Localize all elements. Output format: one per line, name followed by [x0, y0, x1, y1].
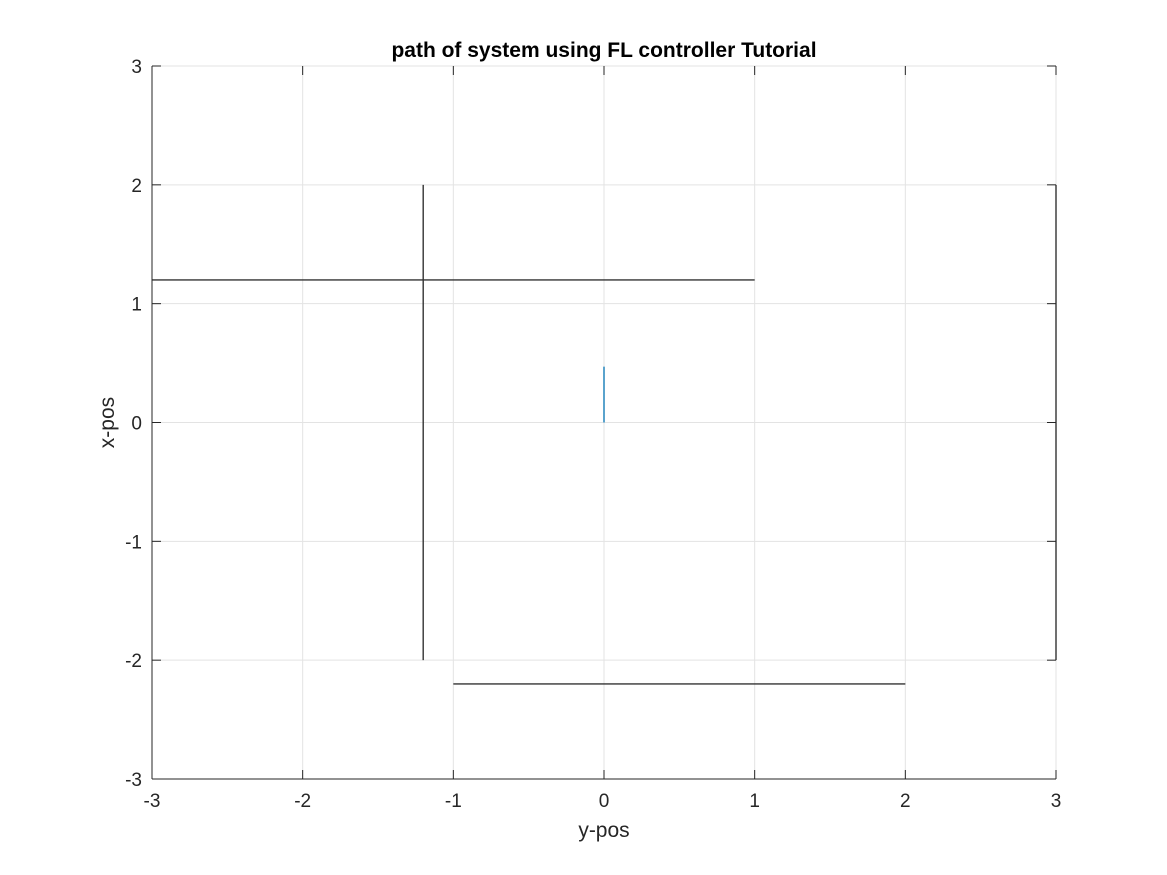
x-tick-label: 1	[749, 791, 760, 812]
x-tick-label: 2	[900, 791, 911, 812]
y-tick-label: -1	[125, 532, 142, 553]
y-tick-label: -3	[125, 770, 142, 791]
y-axis-label: x-pos	[96, 397, 119, 448]
y-tick-label: 2	[131, 176, 142, 197]
x-axis-label: y-pos	[578, 819, 629, 842]
plot-area: -3 -2 -1 0 1 2 3 -3 -2 -1 0 1 2 3	[125, 57, 1061, 812]
chart-title: path of system using FL controller Tutor…	[391, 39, 816, 62]
tick-marks	[151, 65, 1057, 780]
x-tick-label: -2	[294, 791, 311, 812]
x-tick-labels: -3 -2 -1 0 1 2 3	[144, 791, 1062, 812]
y-tick-label: 0	[131, 414, 142, 435]
y-tick-labels: -3 -2 -1 0 1 2 3	[125, 57, 142, 791]
y-tick-label: 1	[131, 295, 142, 316]
x-tick-label: 3	[1051, 791, 1062, 812]
x-tick-label: -3	[144, 791, 161, 812]
y-tick-label: -2	[125, 651, 142, 672]
y-tick-label: 3	[131, 57, 142, 78]
x-tick-label: -1	[445, 791, 462, 812]
x-tick-label: 0	[599, 791, 610, 812]
